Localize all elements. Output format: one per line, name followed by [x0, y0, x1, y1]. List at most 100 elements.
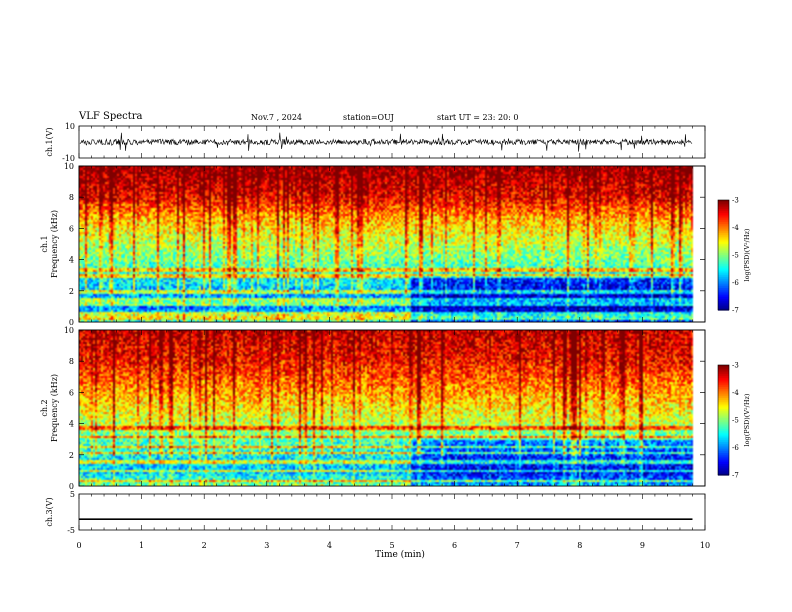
- colorbar-step: [718, 414, 729, 417]
- colorbar-step: [718, 458, 729, 461]
- ch1-frequency-ylabel: Frequency (kHz): [50, 210, 59, 278]
- colorbar-step: [718, 469, 729, 472]
- colorbar-step: [718, 473, 729, 476]
- ch1-spectrogram: 0 2 4 6 8 10: [64, 162, 706, 327]
- colorbar-step: [718, 451, 729, 454]
- colorbar-tick-label: -4: [732, 389, 739, 397]
- colorbar-step: [718, 429, 729, 432]
- colorbar-step: [718, 436, 729, 439]
- colorbar-step: [718, 275, 729, 278]
- colorbar-step: [718, 440, 729, 443]
- xtick-label: 7: [515, 541, 520, 550]
- colorbar-tick-label: -3: [732, 362, 739, 370]
- colorbar-step: [718, 280, 729, 284]
- colorbar-step: [718, 405, 729, 408]
- colorbar-step: [718, 214, 729, 218]
- colorbar-step: [718, 262, 729, 265]
- figure-title: VLF Spectra: [79, 111, 143, 122]
- ch3-waveform-frame: [78, 493, 706, 531]
- colorbar-tick-label: -5: [732, 417, 739, 425]
- colorbar-step: [718, 462, 729, 465]
- ytick-label: 8: [69, 193, 74, 202]
- colorbar-tick-label: -4: [732, 224, 739, 232]
- colorbar-step: [718, 269, 729, 273]
- colorbar-step: [718, 449, 729, 452]
- colorbar-step: [718, 240, 729, 243]
- ytick-label: 6: [69, 224, 74, 233]
- ytick-label: -10: [62, 154, 75, 163]
- ytick-label: 4: [69, 420, 74, 429]
- colorbar-step: [718, 277, 729, 280]
- colorbar-tick-label: -5: [732, 252, 739, 260]
- colorbar-step: [718, 234, 729, 238]
- colorbar-step: [718, 407, 729, 410]
- xtick-label: 9: [640, 541, 645, 550]
- ch1-waveform-frame: [78, 125, 706, 159]
- colorbar-step: [718, 465, 729, 469]
- xtick-label: 6: [452, 541, 457, 550]
- colorbar-step: [718, 438, 729, 441]
- colorbar-step: [718, 445, 729, 449]
- colorbar-step: [718, 293, 729, 296]
- colorbar-step: [718, 288, 729, 291]
- ytick-label: 10: [64, 326, 74, 335]
- colorbar-step: [718, 299, 729, 302]
- colorbar-step: [718, 456, 729, 460]
- colorbar-step: [718, 431, 729, 434]
- colorbar-step: [718, 467, 729, 471]
- ytick-label: 5: [70, 490, 75, 499]
- colorbar-step: [718, 223, 729, 227]
- x-axis-label: Time (min): [375, 549, 425, 560]
- colorbar-step: [718, 383, 729, 386]
- ytick-label: 0: [69, 318, 74, 327]
- colorbar-step: [718, 420, 729, 423]
- colorbar-step: [718, 410, 729, 414]
- ch1-spectrogram-ylabel: ch.1: [40, 235, 49, 252]
- colorbar-step: [718, 399, 729, 403]
- colorbar-label: log(PSD)(V²/Hz): [743, 228, 751, 281]
- ytick-label: 2: [69, 451, 74, 460]
- colorbar-step: [718, 300, 729, 304]
- station-label: station=OUJ: [343, 113, 394, 122]
- ch1-waveform-line: [79, 132, 693, 152]
- colorbar-tick-label: -7: [732, 472, 739, 480]
- colorbar-step: [718, 385, 729, 388]
- colorbar-step: [718, 432, 729, 436]
- start-time-label: start UT = 23: 20: 0: [437, 113, 519, 122]
- colorbar-tick-label: -3: [732, 197, 739, 205]
- ch3-waveform-ylabel: ch.3(V): [45, 497, 54, 526]
- colorbar-step: [718, 212, 729, 216]
- colorbar-step: [718, 260, 729, 263]
- colorbar-step: [718, 302, 729, 306]
- colorbar-step: [718, 271, 729, 274]
- ytick-label: 0: [69, 482, 74, 491]
- colorbar-step: [718, 308, 729, 311]
- colorbar-step: [718, 225, 729, 229]
- colorbar-step: [718, 423, 729, 427]
- colorbar-step: [718, 376, 729, 379]
- colorbar-step: [718, 282, 729, 285]
- colorbar-step: [718, 238, 729, 241]
- axis-ticks: 5-50 1 2 3 4 5 6 7 8 9 10: [67, 126, 710, 550]
- colorbar-step: [718, 295, 729, 298]
- colorbar-step: [718, 304, 729, 307]
- colorbar-step: [718, 370, 729, 373]
- ch1-waveform-trace: 10 -10: [62, 122, 693, 163]
- ch2spec-image: [79, 330, 705, 486]
- colorbar-step: [718, 284, 729, 287]
- colorbar-step: [718, 394, 729, 397]
- colorbar-step: [718, 255, 729, 258]
- ch1-waveform-ylabel: ch.1(V): [45, 127, 54, 156]
- colorbar-tick-label: -6: [732, 444, 739, 452]
- colorbar-step: [718, 200, 729, 203]
- colorbar-step: [718, 427, 729, 430]
- colorbar-border: [717, 199, 730, 311]
- ytick-label: 10: [64, 162, 74, 171]
- colorbar-step: [718, 434, 729, 438]
- colorbar-step: [718, 273, 729, 276]
- colorbar-step: [718, 227, 729, 230]
- colorbar-step: [718, 289, 729, 293]
- colorbar-step: [718, 211, 729, 214]
- colorbar-step: [718, 421, 729, 425]
- date-label: Nov.7 , 2024: [251, 113, 303, 122]
